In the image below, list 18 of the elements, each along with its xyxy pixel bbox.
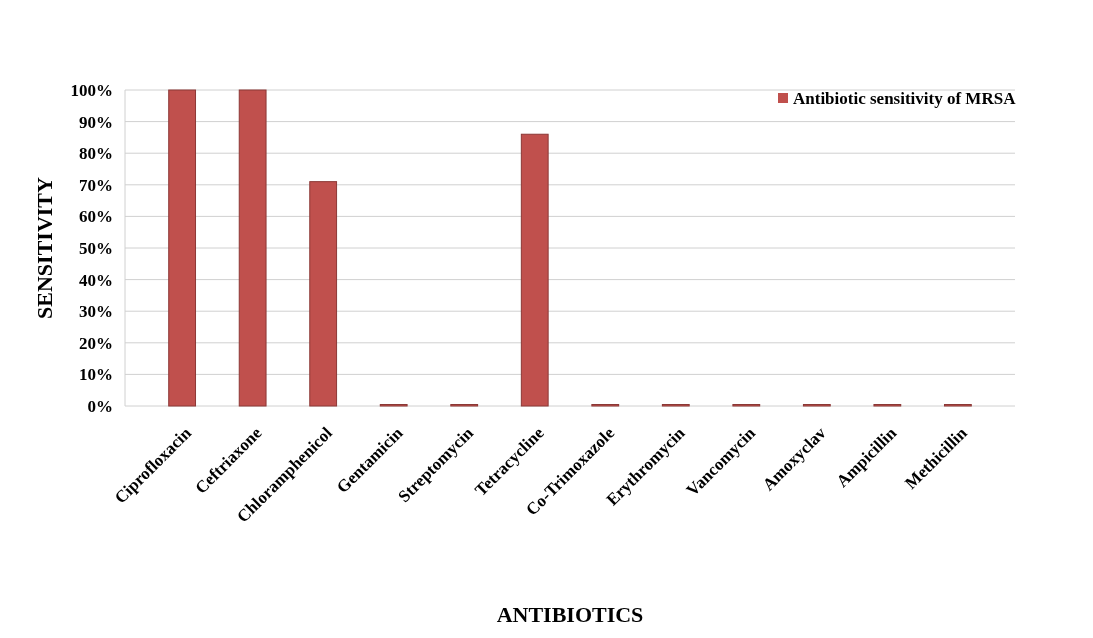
x-axis-title: ANTIBIOTICS — [496, 602, 644, 627]
y-tick-label: 0% — [87, 396, 113, 416]
y-tick-label: 80% — [79, 144, 113, 164]
y-axis-title: SENSITIVITY — [32, 176, 57, 319]
y-tick-label: 40% — [79, 270, 113, 290]
bar — [520, 133, 549, 407]
y-tick-label: 70% — [79, 175, 113, 195]
bar — [168, 89, 197, 407]
y-tick-label: 30% — [79, 302, 113, 322]
bar — [238, 89, 267, 407]
y-tick-label: 60% — [79, 207, 113, 227]
y-tick-label: 100% — [70, 80, 113, 100]
y-tick-label: 10% — [79, 365, 113, 385]
y-tick-label: 50% — [79, 238, 113, 258]
y-tick-label: 90% — [79, 112, 113, 132]
legend-label: Antibiotic sensitivity of MRSA — [793, 88, 1017, 108]
bar — [309, 181, 338, 407]
y-tick-label: 20% — [79, 333, 113, 353]
